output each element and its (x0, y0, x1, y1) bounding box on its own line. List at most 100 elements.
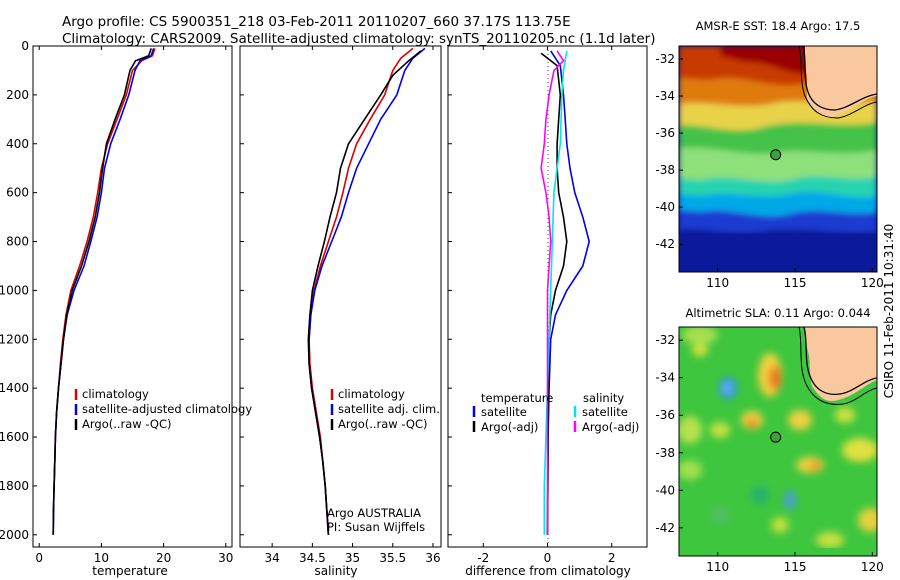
sst-map: AMSR-E SST: 18.4 Argo: 17.5 110 115 120 -32… (655, 19, 883, 290)
csiro-timestamp-label: CSIRO 11-Feb-2011 10:31:40 (882, 224, 896, 399)
sst-map-title: AMSR-E SST: 18.4 Argo: 17.5 (696, 19, 861, 33)
map-x-tick-label: 115 (784, 276, 807, 290)
sst-field (679, 46, 877, 272)
legend-label: climatology (338, 387, 405, 401)
map-y-tick-label: -42 (655, 521, 675, 535)
series-line-salinity-satellite (543, 50, 568, 535)
difference-series (540, 50, 591, 535)
depth-axis-ticks: 0 200 400 600 800 1000 1200 1400 1600 1800 2000 (0, 39, 37, 542)
sla-isobath (798, 327, 877, 405)
y-tick-label: 0 (21, 39, 29, 53)
y-tick-label: 1000 (0, 283, 29, 297)
x-tick-label: 34 (265, 551, 280, 565)
y-tick-label: 1200 (0, 332, 29, 346)
difference-legend-salinity-title: salinity (583, 391, 624, 405)
legend-label: satellite adj. clim. (338, 402, 440, 416)
salinity-series (307, 47, 426, 535)
temperature-panel: 0 200 400 600 800 1000 1200 1400 1600 1800 2000 0 1… (0, 39, 252, 578)
sla-coastline (803, 327, 877, 396)
map-y-tick-label: -34 (655, 371, 675, 385)
legend-label-temp-argo: Argo(-adj) (481, 420, 538, 434)
salinity-axis-ticks: 34 34.5 35 35.5 36 (240, 45, 441, 565)
temperature-series (52, 48, 156, 535)
series-line-salinity-argo-adj- (540, 50, 565, 535)
difference-xlabel: difference from climatology (465, 564, 631, 578)
difference-legend-temperature-title: temperature (481, 391, 553, 405)
map-y-tick-label: -34 (655, 89, 675, 103)
legend-label-sal-argo: Argo(-adj) (582, 420, 639, 434)
y-tick-label: 400 (6, 137, 29, 151)
series-line-climatology (308, 47, 414, 535)
figure-title-line1: Argo profile: CS 5900351_218 03-Feb-2011… (62, 14, 571, 30)
y-tick-label: 1600 (0, 430, 29, 444)
legend-label-sal-satellite: satellite (582, 405, 628, 419)
difference-legend: temperature salinity satellite Argo(-adj… (472, 391, 639, 434)
x-tick-label: 0 (544, 551, 552, 565)
pi-label: PI: Susan Wijffels (327, 520, 425, 534)
map-y-tick-label: -36 (655, 126, 675, 140)
map-y-tick-label: -42 (655, 237, 675, 251)
sla-float-marker (770, 431, 782, 443)
series-line-temperature-satellite (546, 50, 591, 535)
map-x-tick-label: 120 (861, 560, 884, 574)
map-y-tick-label: -40 (655, 483, 675, 497)
y-tick-label: 2000 (0, 528, 29, 542)
series-line-argo-raw-qc- (52, 48, 152, 535)
series-line-satellite-adj-clim- (308, 47, 426, 535)
x-tick-label: 35.5 (379, 551, 406, 565)
map-x-tick-label: 110 (706, 560, 729, 574)
sla-field (679, 327, 877, 556)
y-tick-label: 200 (6, 88, 29, 102)
difference-panel: -2 0 2 difference from climatology tempera… (447, 45, 648, 578)
x-tick-label: 0 (35, 551, 43, 565)
y-tick-label: 800 (6, 235, 29, 249)
legend-label: Argo(..raw -QC) (338, 417, 428, 431)
series-line-argo-raw-qc- (307, 50, 422, 535)
difference-axis-ticks: -2 0 2 (448, 45, 616, 565)
y-tick-label: 1800 (0, 479, 29, 493)
x-tick-label: 20 (156, 551, 171, 565)
figure-title-line2: Climatology: CARS2009. Satellite-adjuste… (62, 31, 655, 47)
argo-program-label: Argo AUSTRALIA (327, 506, 421, 520)
map-x-tick-label: 120 (861, 276, 884, 290)
legend-label-temp-satellite: satellite (481, 405, 527, 419)
legend-label: Argo(..raw -QC) (82, 417, 172, 431)
x-tick-label: 34.5 (299, 551, 326, 565)
temperature-plot-frame (32, 45, 233, 548)
sla-map-frame (678, 326, 878, 557)
x-tick-label: -2 (477, 551, 489, 565)
sst-land (805, 46, 877, 118)
sla-map-ticks: 110 115 120 -32 -34 -36 -38 -40 -42 (655, 333, 883, 574)
series-line-satellite-adjusted-climatology (52, 48, 155, 535)
sst-isobath (798, 46, 877, 119)
sst-map-frame (678, 45, 878, 273)
legend-label: climatology (82, 387, 149, 401)
salinity-xlabel: salinity (314, 564, 357, 578)
series-line-climatology (52, 48, 156, 535)
sst-coastline (802, 46, 877, 111)
salinity-plot-frame (239, 45, 442, 548)
x-tick-label: 10 (94, 551, 109, 565)
sst-float-marker (770, 149, 782, 161)
map-y-tick-label: -38 (655, 163, 675, 177)
map-y-tick-label: -32 (655, 52, 675, 66)
y-tick-label: 1400 (0, 381, 29, 395)
x-tick-label: 36 (425, 551, 440, 565)
map-y-tick-label: -36 (655, 408, 675, 422)
x-tick-label: 30 (218, 551, 233, 565)
sla-map-title: Altimetric SLA: 0.11 Argo: 0.044 (685, 306, 870, 320)
sla-map: Altimetric SLA: 0.11 Argo: 0.044 (655, 306, 883, 574)
salinity-panel: 34 34.5 35 35.5 36 salinity climatologysatel… (239, 45, 442, 578)
map-x-tick-label: 115 (784, 560, 807, 574)
map-y-tick-label: -40 (655, 200, 675, 214)
sla-land (805, 327, 877, 402)
map-y-tick-label: -38 (655, 446, 675, 460)
temperature-xlabel: temperature (92, 564, 167, 578)
map-y-tick-label: -32 (655, 333, 675, 347)
sst-map-ticks: 110 115 120 -32 -34 -36 -38 -40 -42 (655, 52, 883, 290)
temperature-axis-ticks: 0 10 20 30 (35, 46, 233, 565)
y-tick-label: 600 (6, 186, 29, 200)
